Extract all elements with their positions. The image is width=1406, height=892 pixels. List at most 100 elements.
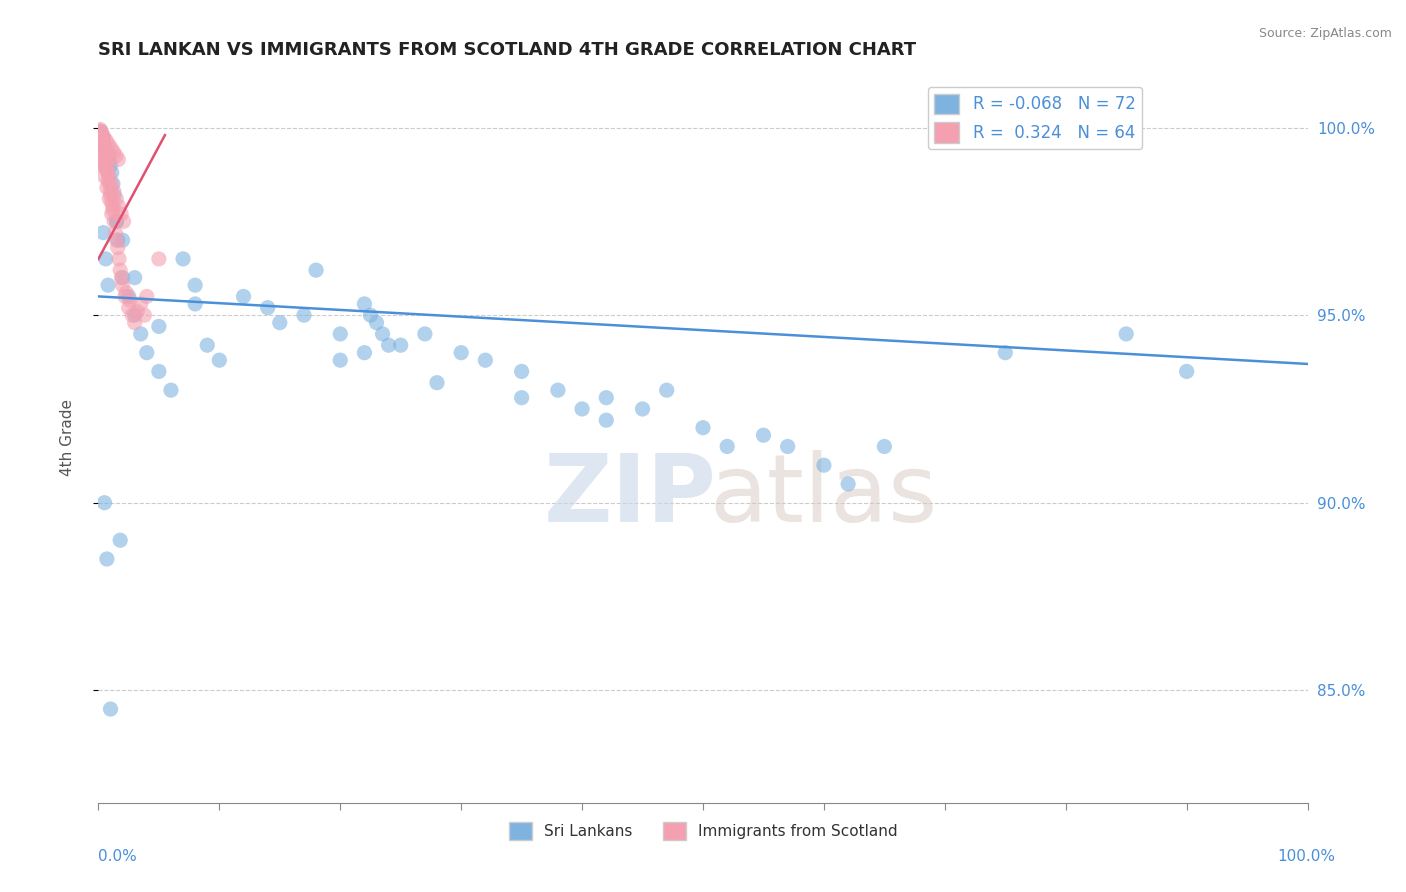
Text: atlas: atlas [710,450,938,541]
Point [108,263,131,277]
Point [148,364,170,378]
Point [100,166,122,180]
Point [90,124,112,138]
Point [135,289,157,303]
Point [91,158,114,172]
Point [510,391,533,405]
Point [353,297,375,311]
Point [105,214,128,228]
Point [232,289,254,303]
Point [134,308,156,322]
Point [94,147,117,161]
Point [91,151,114,165]
Point [129,326,152,341]
Point [127,304,149,318]
Point [111,270,134,285]
Point [101,177,124,191]
Point [124,316,146,330]
Point [96,158,118,172]
Point [107,153,129,167]
Point [103,214,125,228]
Point [94,252,117,266]
Point [195,338,218,352]
Point [107,241,129,255]
Point [329,326,352,341]
Text: 0.0%: 0.0% [98,849,138,863]
Point [105,214,128,228]
Point [97,166,120,180]
Point [93,130,115,145]
Point [91,132,114,146]
Point [104,226,127,240]
Point [111,278,134,293]
Point [124,308,146,322]
Point [91,128,114,142]
Point [595,391,617,405]
Point [100,702,122,716]
Text: ZIP: ZIP [544,450,717,541]
Point [692,420,714,434]
Point [90,147,112,161]
Point [450,345,472,359]
Point [716,440,738,454]
Point [96,180,118,194]
Point [118,301,141,315]
Point [100,195,122,210]
Point [124,270,146,285]
Point [94,143,117,157]
Point [93,496,115,510]
Point [105,233,128,247]
Point [97,147,120,161]
Point [360,308,382,322]
Point [413,326,436,341]
Point [91,128,114,142]
Point [94,161,117,176]
Point [474,353,496,368]
Point [100,207,122,221]
Point [114,289,136,303]
Text: SRI LANKAN VS IMMIGRANTS FROM SCOTLAND 4TH GRADE CORRELATION CHART: SRI LANKAN VS IMMIGRANTS FROM SCOTLAND 4… [98,41,917,59]
Point [292,308,315,322]
Point [96,161,118,176]
Point [371,326,394,341]
Point [93,139,115,153]
Point [148,319,170,334]
Point [98,177,121,191]
Point [353,345,375,359]
Point [91,136,114,150]
Point [96,134,118,148]
Point [93,169,115,184]
Point [184,278,207,293]
Point [108,533,131,548]
Point [148,252,170,266]
Point [269,316,291,330]
Point [101,199,124,213]
Point [103,185,125,199]
Point [184,297,207,311]
Point [103,188,125,202]
Point [105,192,128,206]
Point [96,552,118,566]
Y-axis label: 4th Grade: 4th Grade [60,399,75,475]
Point [97,173,120,187]
Point [91,226,114,240]
Point [121,308,143,322]
Point [118,289,141,303]
Point [110,270,132,285]
Point [160,383,183,397]
Point [329,353,352,368]
Point [90,126,112,140]
Point [90,124,112,138]
Point [776,440,799,454]
Point [305,263,328,277]
Point [571,401,593,416]
Point [873,440,896,454]
Point [101,203,124,218]
Point [100,158,122,172]
Point [94,158,117,172]
Point [994,345,1017,359]
Text: Source: ZipAtlas.com: Source: ZipAtlas.com [1258,27,1392,40]
Point [98,169,121,184]
Point [100,177,122,191]
Point [1175,364,1198,378]
